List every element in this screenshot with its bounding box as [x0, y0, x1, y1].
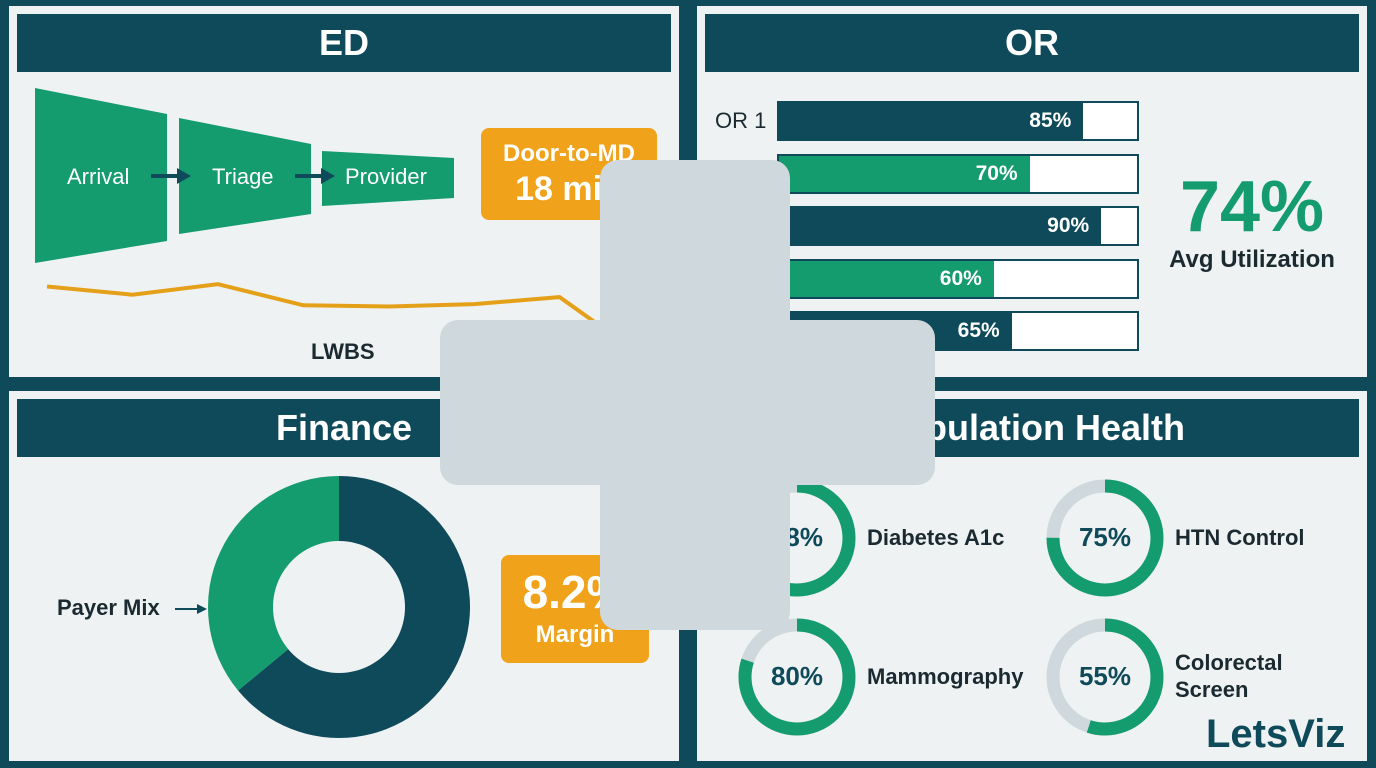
population-health-label: Colorectal Screen: [1175, 650, 1283, 702]
progress-ring: [1046, 479, 1164, 597]
or-bar: [779, 260, 994, 297]
stage-label-arrival: Arrival: [67, 164, 130, 189]
population-health-label: Mammography: [867, 664, 1024, 689]
or-bar-value-label: 60%: [939, 266, 982, 290]
arrow-icon: [175, 604, 207, 614]
lwbs-line: [46, 282, 647, 360]
or-label: OR 1: [715, 108, 767, 133]
or-panel: OR OR 185%OR 270%OR 390%OR 460%OR 565% 7…: [696, 5, 1368, 378]
funnel-stage-triage: [179, 118, 311, 234]
population-health-grid: 68% Diabetes A1c 75% HTN Control 80% Mammogra…: [697, 391, 1369, 763]
population-health-value: 80%: [770, 661, 824, 691]
or-bar-track: 60%: [777, 258, 1139, 299]
funnel-stage-arrival: [35, 88, 167, 263]
or-bar-value-label: 85%: [1029, 109, 1072, 132]
stage-label-provider: Provider: [345, 164, 427, 189]
ed-panel: ED Arrival Triage Provider Door-to-MD 18…: [8, 5, 680, 378]
or-bar: [779, 155, 1030, 192]
background-connector: [440, 320, 935, 485]
or-bar-track: 90%: [777, 206, 1139, 246]
payer-mix-slice: [207, 476, 339, 691]
progress-ring-fill: [738, 479, 856, 597]
or-bar-value-label: 70%: [975, 161, 1018, 185]
or-bar-value-label: 65%: [957, 319, 1000, 342]
or-title: OR: [705, 14, 1359, 72]
or-bar: [779, 208, 1102, 244]
population-health-label: Diabetes A1c: [867, 525, 1005, 550]
payer-mix-label: Payer Mix: [57, 595, 160, 621]
or-bars: OR 185%OR 270%OR 390%OR 460%OR 565%: [697, 6, 1157, 379]
lwbs-label: LWBS: [311, 339, 375, 364]
or-bar-track: 85%: [777, 101, 1139, 141]
avg-utilization-value: 74%: [1179, 167, 1325, 247]
progress-ring-fill: [1046, 479, 1164, 597]
stage-label-triage: Triage: [212, 164, 274, 189]
arrow-icon: [151, 168, 191, 184]
progress-ring: [1046, 618, 1164, 736]
letsviz-logo: LetsViz: [1206, 712, 1345, 757]
progress-ring-fill: [738, 618, 856, 736]
progress-ring-fill: [1046, 618, 1164, 736]
margin-label: Margin: [535, 621, 615, 648]
logo-text: LetsViz: [1206, 712, 1346, 756]
avg-utilization-label: Avg Utilization: [1169, 246, 1335, 273]
ed-funnel: [35, 88, 647, 360]
payer-mix-text: Payer Mix: [57, 595, 160, 620]
population-health-value: 75%: [1078, 522, 1132, 552]
population-health-value: 55%: [1078, 661, 1132, 691]
progress-ring: [738, 618, 856, 736]
payer-mix-donut: [207, 476, 470, 738]
ed-title: ED: [17, 14, 671, 72]
population-health-label: HTN Control: [1175, 525, 1305, 550]
or-bar-track: 70%: [777, 153, 1139, 194]
funnel-stage-provider: [322, 151, 454, 206]
payer-mix-slice: [238, 476, 470, 738]
or-bar: [779, 103, 1084, 139]
arrow-icon: [295, 168, 335, 184]
or-bar-value-label: 90%: [1047, 214, 1090, 237]
